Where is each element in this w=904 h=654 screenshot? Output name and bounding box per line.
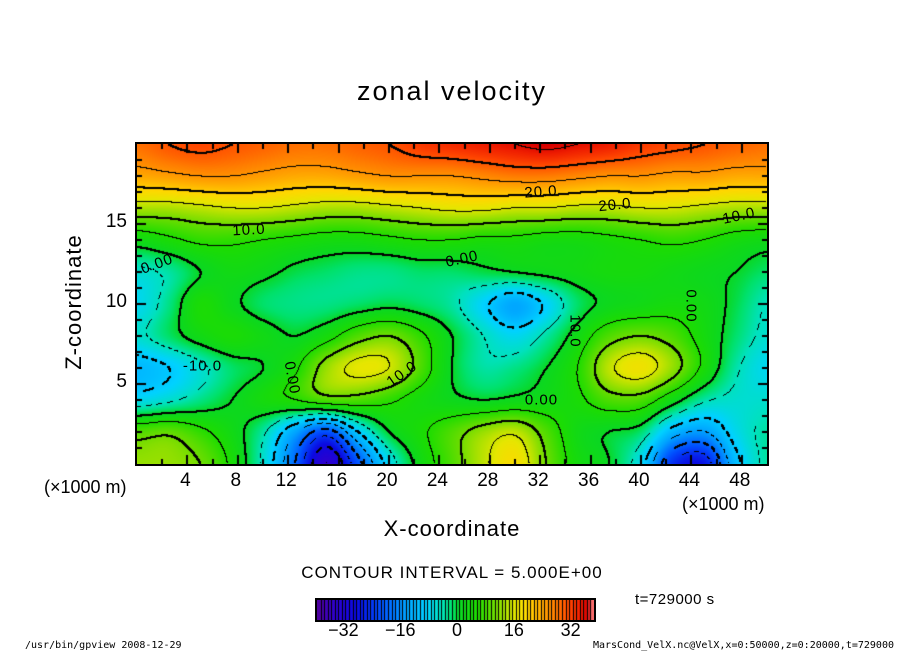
colorbar (315, 598, 596, 622)
x-tick-label: 20 (376, 470, 398, 491)
footer-command: /usr/bin/gpview 2008-12-29 (25, 640, 182, 651)
footer-datasource: MarsCond_VelX.nc@VelX,x=0:50000,z=0:2000… (592, 640, 894, 651)
x-axis-label: X-coordinate (383, 516, 521, 541)
colorbar-tick-label: −32 (328, 620, 359, 640)
contour-label: -10.0 (182, 357, 223, 375)
x-axis-unit: (×1000 m) (682, 494, 765, 514)
x-tick-label: 32 (527, 470, 549, 491)
x-tick-label: 44 (678, 470, 700, 491)
x-tick-label: 24 (426, 470, 448, 491)
contour-label: 10.0 (232, 221, 267, 240)
contour-label: 0.00 (682, 288, 700, 323)
y-axis-label: Z-coordinate (61, 234, 86, 370)
x-tick-label: 28 (477, 470, 499, 491)
x-tick-label: 48 (729, 470, 751, 491)
y-axis-unit: (×1000 m) (44, 477, 127, 497)
colorbar-canvas (317, 600, 594, 620)
y-tick-label: 10 (105, 291, 127, 312)
contour-label: 10.0 (566, 314, 584, 348)
y-tick-label: 15 (105, 211, 127, 232)
x-tick-label: 8 (230, 470, 242, 491)
x-tick-label: 40 (628, 470, 650, 491)
contour-interval-note: CONTOUR INTERVAL = 5.000E+00 (301, 563, 603, 582)
y-tick-label: 5 (116, 371, 127, 392)
contour-label: 0.00 (524, 391, 559, 409)
colorbar-tick-labels: −32 −16 0 16 32 (315, 620, 592, 642)
time-annotation: t=729000 s (635, 591, 715, 608)
colorbar-tick-label: −16 (384, 620, 416, 640)
x-tick-label: 4 (180, 470, 191, 491)
x-tick-label: 16 (326, 470, 348, 491)
contour-plot: 20.0 20.0 10.0 10.0 0.00 0.00 -10.0 10.0 0.00 0.0… (135, 142, 769, 466)
chart-title: zonal velocity (356, 76, 548, 106)
colorbar-tick-label: 0 (452, 620, 463, 640)
x-tick-label: 12 (275, 470, 297, 491)
colorbar-tick-label: 32 (560, 620, 581, 640)
contour-canvas (137, 144, 767, 464)
contour-label: 20.0 (524, 182, 559, 202)
colorbar-tick-label: 16 (503, 620, 524, 640)
contour-label: 20.0 (597, 194, 632, 215)
x-tick-label: 36 (578, 470, 600, 491)
